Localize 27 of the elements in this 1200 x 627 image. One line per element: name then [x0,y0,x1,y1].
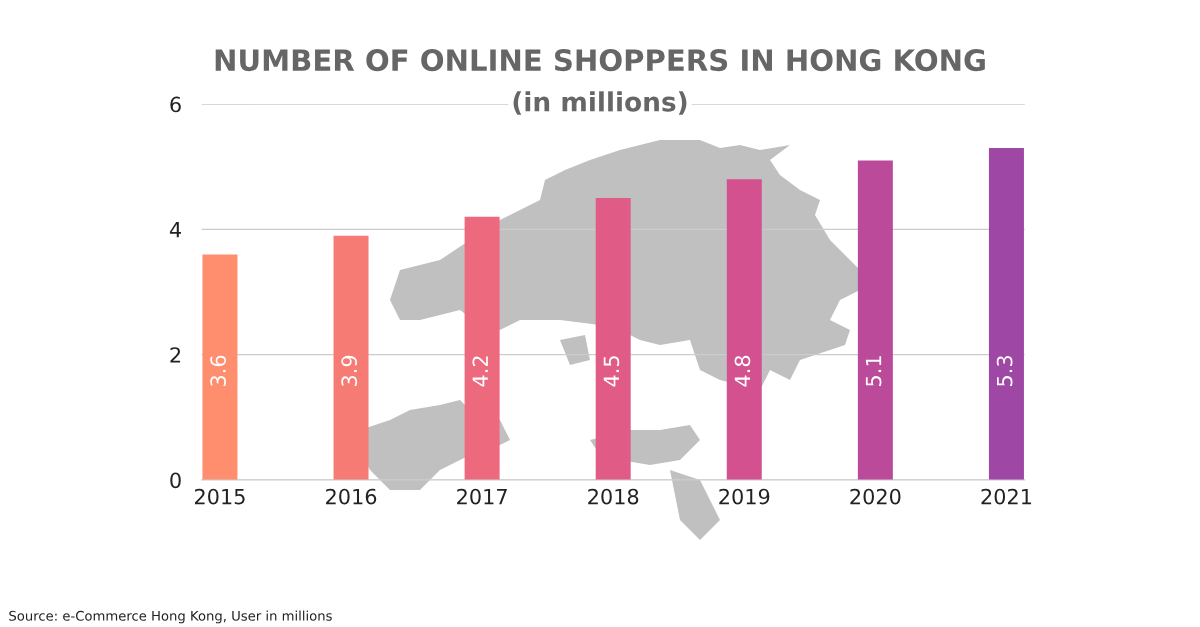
data-label: 4.5 [603,356,620,387]
bar [857,160,893,480]
chart-title: NUMBER OF ONLINE SHOPPERS IN HONG KONG [215,49,985,72]
bar [464,216,500,480]
data-label: 3.6 [210,355,226,386]
source-note: Source: e-Commerce Hong Kong, User in millions [9,610,332,624]
x-tick-label: 2015 [194,488,245,505]
y-tick-label: 6 [170,96,181,113]
x-tick-label: 2021 [981,488,1032,505]
x-tick-label: 2018 [588,488,639,505]
data-label: 4.8 [734,355,751,387]
bar [333,235,369,480]
y-tick-label: 0 [170,472,181,489]
data-label: 5.1 [865,356,882,386]
chart-subtitle: (in millions) [513,91,687,115]
bar [726,179,762,480]
x-tick-label: 2016 [326,488,377,505]
y-tick-label: 2 [170,347,181,363]
data-label: 3.9 [341,355,358,386]
bar [202,254,238,480]
y-tick-label: 4 [169,222,181,238]
data-label: 5.3 [996,356,1013,386]
x-tick-label: 2020 [850,488,901,505]
x-tick-label: 2019 [719,488,770,505]
x-tick-label: 2017 [457,488,507,505]
data-label: 4.2 [472,356,488,387]
bar [988,147,1024,480]
